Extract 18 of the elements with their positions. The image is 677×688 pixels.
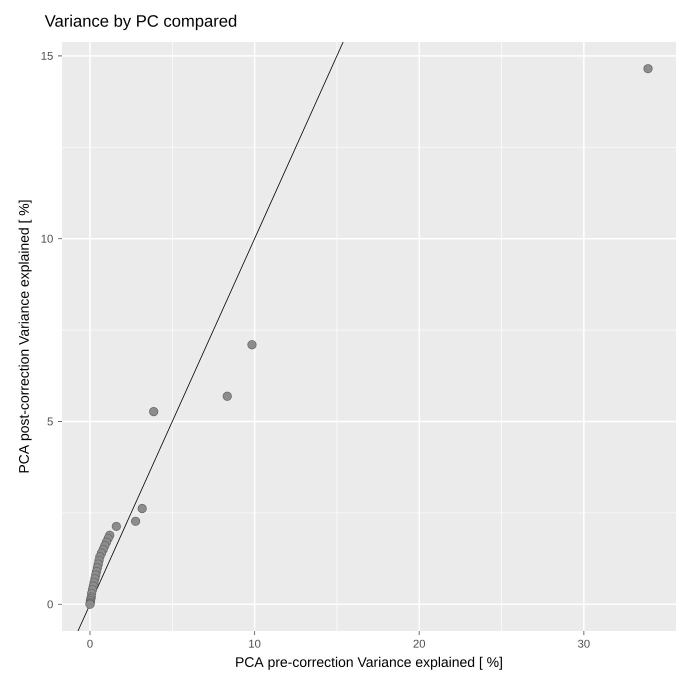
chart-title: Variance by PC compared xyxy=(44,14,236,30)
x-tick-label: 0 xyxy=(87,640,93,648)
point xyxy=(247,340,257,350)
y-tick-label: 15 xyxy=(42,52,53,60)
x-tick-label: 20 xyxy=(414,640,426,648)
point xyxy=(644,64,653,74)
point xyxy=(222,392,232,401)
point xyxy=(131,516,140,526)
x-tick-label: 10 xyxy=(249,640,261,648)
point xyxy=(149,407,158,416)
x-tick-label: 30 xyxy=(578,640,590,648)
y-tick-label: 0 xyxy=(48,600,53,608)
point xyxy=(112,522,122,532)
y-tick-label: 5 xyxy=(48,418,53,426)
y-tick-label: 10 xyxy=(42,234,53,243)
x-axis-title: PCA pre-correction Variance explained [ %] xyxy=(236,656,502,670)
y-axis-title: PCA post-correction Variance explained [ %] xyxy=(18,200,32,472)
point xyxy=(138,504,147,514)
